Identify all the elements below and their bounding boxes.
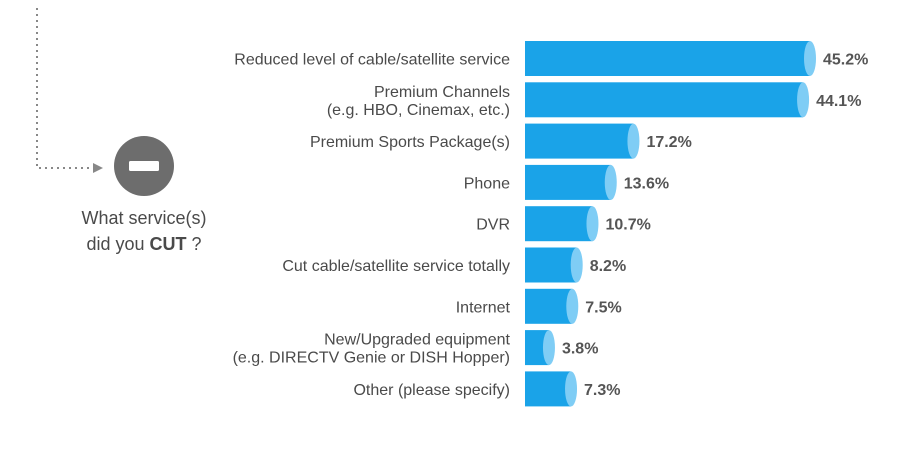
bar [525,247,577,283]
bar-cap [586,206,599,242]
connector-arrow [36,8,103,173]
bar [525,123,634,159]
category-label: Premium Sports Package(s) [310,134,510,151]
value-label: 7.3% [584,382,620,399]
bar-group: 45.2% Reduced level of cable/satellite se… [234,41,868,76]
category-label: Other (please specify) [353,382,510,399]
bar-cap [604,164,617,200]
value-label: 13.6% [624,175,669,192]
bar-cap [797,82,810,118]
bar-group: 10.7% DVR [476,206,651,242]
bar-cap [570,247,583,283]
value-label: 7.5% [585,299,621,316]
bar-group: 7.3% Other (please specify) [353,371,620,407]
value-label: 10.7% [605,217,650,234]
bar-cap [627,123,640,159]
question-line-1: What service(s) [81,208,206,228]
category-label: Internet [456,299,511,316]
bar-group: 8.2% Cut cable/satellite service totally [282,247,626,283]
bar-cap [565,371,578,407]
category-label: Cut cable/satellite service totally [282,258,510,275]
category-label: Premium Channels (e.g. HBO, Cinemax, etc.… [327,84,510,119]
bar [525,330,549,366]
value-label: 44.1% [816,93,861,110]
category-label: DVR [476,217,510,234]
bar-cap [542,330,555,366]
bar [525,41,810,76]
question-line-2: did you CUT ? [86,234,201,254]
bar-group: 17.2% Premium Sports Package(s) [310,123,692,159]
bar [525,164,611,200]
bar [525,371,572,407]
bar-cap [566,288,579,324]
value-label: 3.8% [562,341,598,358]
bar-cap [804,41,816,76]
bar [525,82,804,118]
bar-group: 7.5% Internet [456,288,622,324]
category-label: Reduced level of cable/satellite service [234,52,510,69]
bar [525,288,573,324]
value-label: 45.2% [823,52,868,69]
category-label: New/Upgraded equipment (e.g. DIRECTV Geni… [233,332,511,367]
bar [525,206,593,242]
bar-group: 44.1% Premium Channels (e.g. HBO, Cinemax,… [327,82,861,119]
bar-group: 13.6% Phone [464,164,669,200]
value-label: 17.2% [646,134,691,151]
category-label: Phone [464,175,510,192]
minus-circle-icon [114,136,174,196]
value-label: 8.2% [590,258,626,275]
bar-group: 3.8% New/Upgraded equipment (e.g. DIRECTV … [233,330,598,367]
